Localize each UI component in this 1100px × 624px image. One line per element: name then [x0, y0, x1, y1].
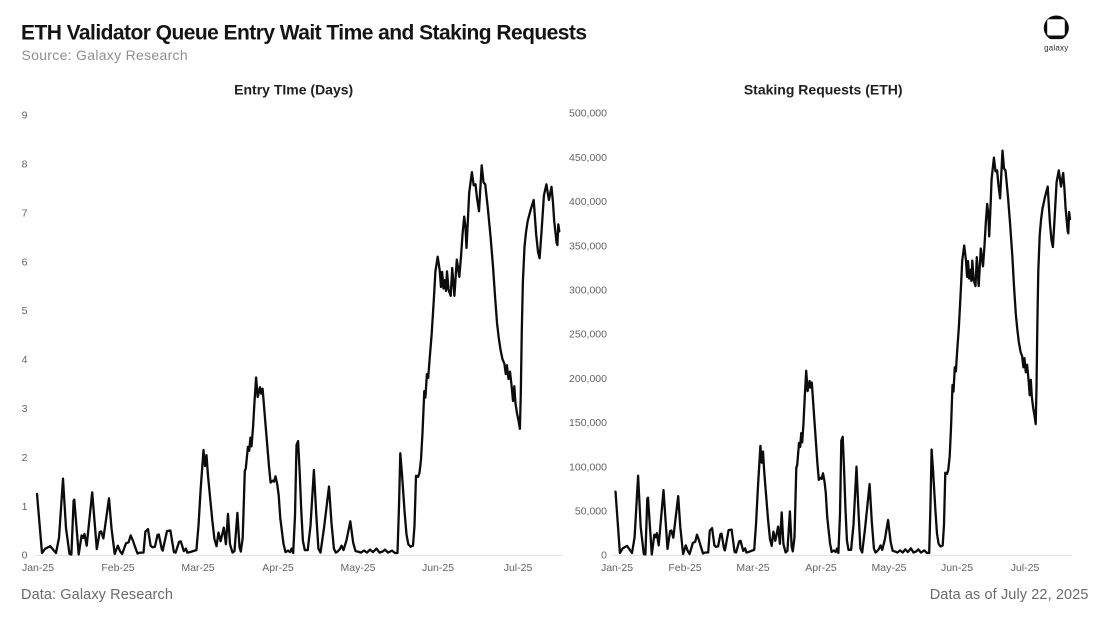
svg-text:Feb-25: Feb-25	[668, 562, 701, 574]
svg-text:galaxy: galaxy	[1044, 44, 1068, 53]
svg-text:Staking Requests (ETH): Staking Requests (ETH)	[744, 82, 903, 98]
svg-text:May-25: May-25	[871, 562, 906, 574]
svg-text:0: 0	[601, 550, 607, 562]
svg-text:50,000: 50,000	[575, 506, 607, 518]
svg-text:Feb-25: Feb-25	[101, 562, 134, 574]
svg-text:6: 6	[22, 256, 28, 268]
svg-text:3: 3	[22, 403, 28, 415]
svg-text:Data as of July 22, 2025: Data as of July 22, 2025	[930, 587, 1089, 603]
svg-text:May-25: May-25	[340, 562, 375, 574]
svg-text:Entry TIme (Days): Entry TIme (Days)	[234, 82, 353, 98]
svg-text:Jul-25: Jul-25	[1011, 562, 1040, 574]
svg-text:Apr-25: Apr-25	[805, 562, 837, 574]
svg-text:1: 1	[22, 501, 28, 513]
svg-text:Jun-25: Jun-25	[422, 562, 454, 574]
svg-text:9: 9	[22, 110, 28, 122]
svg-text:300,000: 300,000	[569, 285, 607, 297]
svg-text:Jan-25: Jan-25	[22, 562, 54, 574]
svg-text:Jan-25: Jan-25	[601, 562, 633, 574]
svg-text:400,000: 400,000	[569, 196, 607, 208]
svg-text:Source: Galaxy Research: Source: Galaxy Research	[22, 47, 188, 63]
svg-text:100,000: 100,000	[569, 461, 607, 473]
svg-text:Jun-25: Jun-25	[941, 562, 973, 574]
svg-text:5: 5	[22, 305, 28, 317]
svg-text:250,000: 250,000	[569, 329, 607, 341]
svg-text:500,000: 500,000	[569, 108, 607, 120]
svg-text:450,000: 450,000	[569, 152, 607, 164]
svg-text:7: 7	[22, 207, 28, 219]
svg-text:Jul-25: Jul-25	[504, 562, 533, 574]
svg-text:350,000: 350,000	[569, 240, 607, 252]
svg-text:150,000: 150,000	[569, 417, 607, 429]
svg-text:0: 0	[22, 550, 28, 562]
svg-text:2: 2	[22, 452, 28, 464]
svg-text:Mar-25: Mar-25	[181, 562, 214, 574]
svg-text:Mar-25: Mar-25	[736, 562, 769, 574]
svg-text:8: 8	[22, 159, 28, 171]
svg-text:ETH Validator Queue Entry Wait: ETH Validator Queue Entry Wait Time and …	[21, 21, 587, 44]
svg-text:Data: Galaxy Research: Data: Galaxy Research	[21, 587, 173, 603]
svg-text:Apr-25: Apr-25	[262, 562, 294, 574]
svg-text:4: 4	[22, 354, 28, 366]
svg-text:200,000: 200,000	[569, 373, 607, 385]
